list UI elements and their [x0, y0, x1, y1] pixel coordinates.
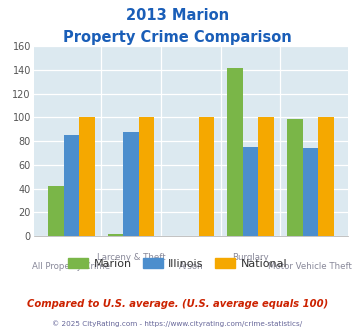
Bar — [302, 148, 318, 236]
Bar — [108, 234, 123, 236]
Text: 2013 Marion: 2013 Marion — [126, 8, 229, 23]
Bar — [139, 117, 154, 236]
Text: Compared to U.S. average. (U.S. average equals 100): Compared to U.S. average. (U.S. average … — [27, 299, 328, 309]
Legend: Marion, Illinois, National: Marion, Illinois, National — [64, 253, 291, 273]
Bar — [198, 117, 214, 236]
Text: © 2025 CityRating.com - https://www.cityrating.com/crime-statistics/: © 2025 CityRating.com - https://www.city… — [53, 320, 302, 327]
Bar — [227, 68, 243, 236]
Bar — [123, 132, 139, 236]
Bar — [243, 147, 258, 236]
Bar — [64, 135, 79, 236]
Text: Motor Vehicle Theft: Motor Vehicle Theft — [268, 262, 352, 271]
Text: Larceny & Theft: Larceny & Theft — [97, 252, 165, 262]
Text: Arson: Arson — [179, 262, 203, 271]
Bar — [318, 117, 334, 236]
Bar — [258, 117, 274, 236]
Bar — [48, 186, 64, 236]
Bar — [79, 117, 95, 236]
Text: Property Crime Comparison: Property Crime Comparison — [63, 30, 292, 45]
Text: Burglary: Burglary — [232, 252, 269, 262]
Bar — [287, 118, 302, 236]
Text: All Property Crime: All Property Crime — [32, 262, 110, 271]
